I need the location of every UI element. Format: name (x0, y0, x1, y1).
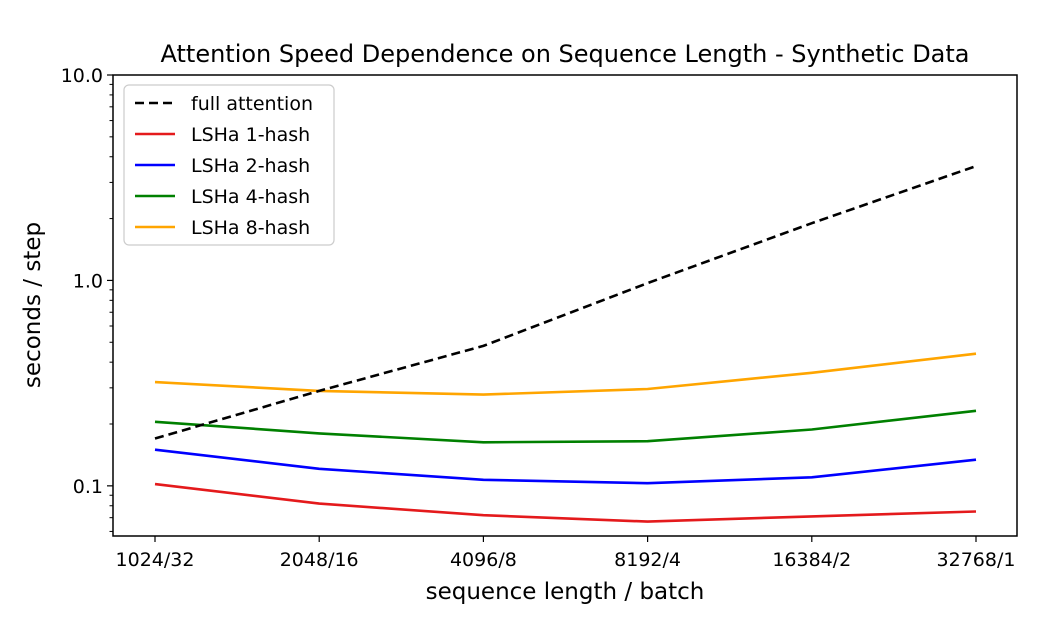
x-tick-label: 32768/1 (937, 549, 1016, 571)
x-tick-label: 2048/16 (280, 549, 359, 571)
x-axis-label: sequence length / batch (426, 579, 705, 605)
axes: 1024/32 2048/16 4096/8 8192/4 16384/2 32768/1… (61, 65, 1016, 571)
chart-title: Attention Speed Dependence on Sequence L… (161, 40, 970, 68)
legend-box (123, 84, 335, 246)
y-tick-label: 10.0 (61, 65, 103, 87)
y-tick-label: 1.0 (73, 270, 103, 292)
legend-label: LSHa 1-hash (191, 124, 310, 146)
series-line-lsha-8-hash (154, 352, 977, 396)
series-line-lsha-4-hash (154, 409, 977, 444)
legend-label: LSHa 2-hash (191, 155, 310, 177)
legend-label: LSHa 8-hash (191, 217, 310, 239)
x-tick-label: 16384/2 (772, 549, 851, 571)
series-line-lsha-2-hash (154, 448, 977, 485)
series-line-full-attention (154, 164, 977, 440)
y-axis-label: seconds / step (20, 222, 46, 388)
legend-label: full attention (191, 93, 313, 115)
y-tick-label: 0.1 (73, 476, 103, 498)
series-line-lsha-1-hash (154, 482, 977, 523)
legend: full attention LSHa 1-hash LSHa 2-hash LSHa… (123, 84, 335, 246)
plot-frame (112, 74, 1018, 537)
x-tick-label: 1024/32 (116, 549, 195, 571)
x-tick-label: 8192/4 (614, 549, 681, 571)
plot-area (154, 164, 977, 523)
x-tick-label: 4096/8 (450, 549, 517, 571)
legend-label: LSHa 4-hash (191, 186, 310, 208)
